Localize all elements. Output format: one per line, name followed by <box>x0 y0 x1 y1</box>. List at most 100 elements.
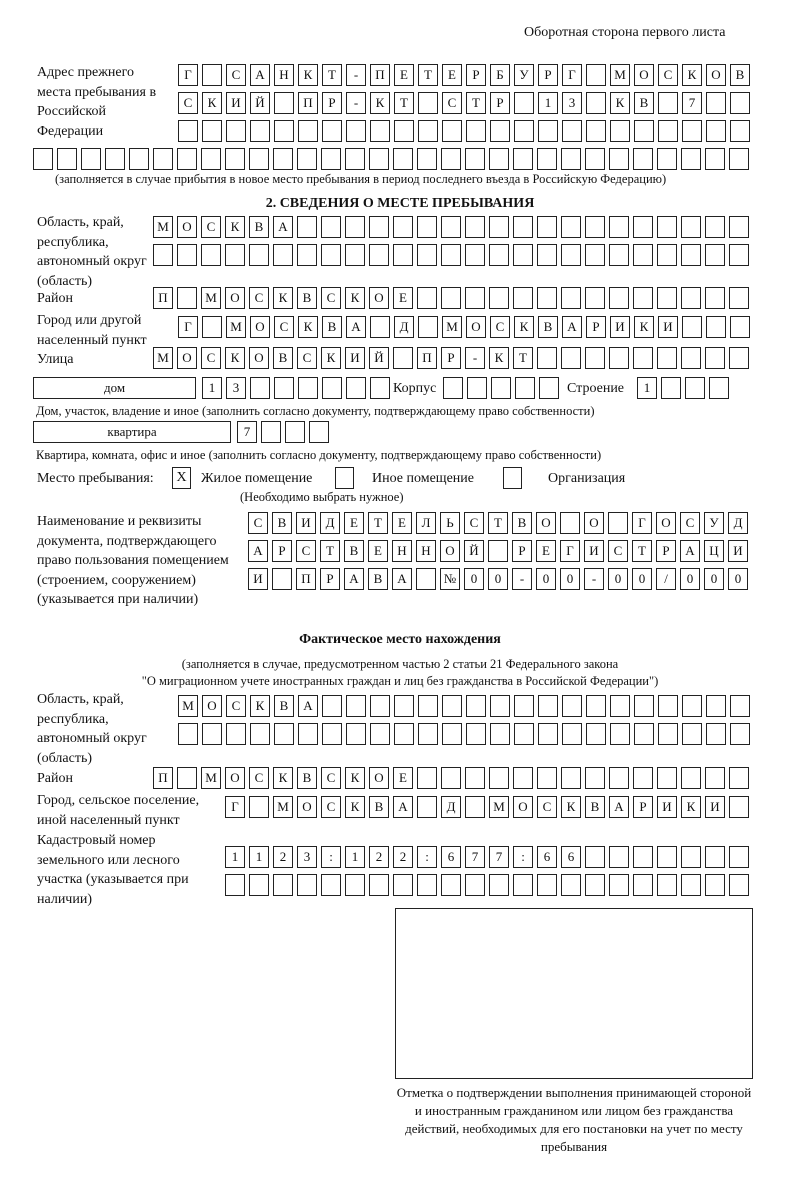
char-cell[interactable] <box>705 287 725 309</box>
char-cell[interactable] <box>465 216 485 238</box>
char-cell[interactable] <box>681 216 701 238</box>
char-cell[interactable] <box>105 148 125 170</box>
char-cell[interactable]: С <box>248 512 268 534</box>
house-type-field[interactable]: дом <box>33 377 196 399</box>
char-cell[interactable] <box>586 695 606 717</box>
char-cell[interactable] <box>177 287 197 309</box>
char-cell[interactable] <box>682 723 702 745</box>
char-cell[interactable] <box>249 148 269 170</box>
char-cell[interactable]: О <box>536 512 556 534</box>
char-cell[interactable] <box>321 148 341 170</box>
char-cell[interactable] <box>657 216 677 238</box>
char-cell[interactable]: С <box>249 767 269 789</box>
char-cell[interactable]: М <box>442 316 462 338</box>
char-cell[interactable] <box>369 244 389 266</box>
char-cell[interactable]: А <box>273 216 293 238</box>
char-cell[interactable] <box>225 874 245 896</box>
char-cell[interactable] <box>729 796 749 818</box>
char-cell[interactable] <box>249 796 269 818</box>
char-cell[interactable]: К <box>250 695 270 717</box>
char-cell[interactable] <box>394 695 414 717</box>
char-cell[interactable]: В <box>274 695 294 717</box>
char-cell[interactable] <box>537 767 557 789</box>
char-cell[interactable]: М <box>153 216 173 238</box>
char-cell[interactable]: И <box>584 540 604 562</box>
char-cell[interactable]: Т <box>632 540 652 562</box>
char-cell[interactable] <box>465 244 485 266</box>
char-cell[interactable] <box>681 347 701 369</box>
char-cell[interactable]: К <box>682 64 702 86</box>
char-cell[interactable]: - <box>512 568 532 590</box>
char-cell[interactable] <box>467 377 487 399</box>
char-cell[interactable]: Т <box>322 64 342 86</box>
char-cell[interactable]: С <box>297 347 317 369</box>
char-cell[interactable]: 1 <box>637 377 657 399</box>
char-cell[interactable] <box>658 723 678 745</box>
char-cell[interactable]: Р <box>320 568 340 590</box>
char-cell[interactable]: Т <box>418 64 438 86</box>
char-cell[interactable] <box>466 695 486 717</box>
char-cell[interactable] <box>273 244 293 266</box>
char-cell[interactable] <box>417 287 437 309</box>
char-cell[interactable] <box>249 244 269 266</box>
char-cell[interactable] <box>346 120 366 142</box>
char-cell[interactable]: Е <box>392 512 412 534</box>
char-cell[interactable] <box>706 120 726 142</box>
char-cell[interactable] <box>609 287 629 309</box>
char-cell[interactable]: В <box>369 796 389 818</box>
char-cell[interactable]: Р <box>441 347 461 369</box>
char-cell[interactable]: Р <box>272 540 292 562</box>
char-cell[interactable] <box>537 244 557 266</box>
char-cell[interactable] <box>309 421 329 443</box>
checkbox-organization[interactable] <box>503 467 522 489</box>
char-cell[interactable] <box>346 695 366 717</box>
char-cell[interactable]: 3 <box>562 92 582 114</box>
char-cell[interactable]: Т <box>513 347 533 369</box>
char-cell[interactable] <box>658 695 678 717</box>
char-cell[interactable] <box>297 244 317 266</box>
char-cell[interactable] <box>633 216 653 238</box>
char-cell[interactable]: Г <box>560 540 580 562</box>
char-cell[interactable] <box>729 244 749 266</box>
char-cell[interactable] <box>33 148 53 170</box>
char-cell[interactable]: Е <box>393 287 413 309</box>
char-cell[interactable]: О <box>466 316 486 338</box>
char-cell[interactable]: В <box>297 767 317 789</box>
char-cell[interactable] <box>633 287 653 309</box>
char-cell[interactable] <box>442 695 462 717</box>
char-cell[interactable]: 7 <box>682 92 702 114</box>
char-cell[interactable] <box>681 244 701 266</box>
char-cell[interactable] <box>202 64 222 86</box>
char-cell[interactable] <box>225 148 245 170</box>
char-cell[interactable]: Й <box>250 92 270 114</box>
char-cell[interactable] <box>490 723 510 745</box>
char-cell[interactable]: Е <box>393 767 413 789</box>
char-cell[interactable]: Д <box>441 796 461 818</box>
char-cell[interactable] <box>418 120 438 142</box>
char-cell[interactable] <box>489 216 509 238</box>
char-cell[interactable] <box>537 874 557 896</box>
char-cell[interactable] <box>585 148 605 170</box>
char-cell[interactable]: 7 <box>489 846 509 868</box>
char-cell[interactable] <box>561 148 581 170</box>
char-cell[interactable] <box>538 695 558 717</box>
char-cell[interactable] <box>441 874 461 896</box>
char-cell[interactable] <box>537 148 557 170</box>
char-cell[interactable]: Т <box>368 512 388 534</box>
char-cell[interactable]: Ц <box>704 540 724 562</box>
char-cell[interactable]: / <box>656 568 676 590</box>
char-cell[interactable] <box>441 244 461 266</box>
char-cell[interactable]: М <box>226 316 246 338</box>
char-cell[interactable] <box>514 92 534 114</box>
char-cell[interactable]: О <box>177 347 197 369</box>
char-cell[interactable]: А <box>298 695 318 717</box>
char-cell[interactable]: П <box>370 64 390 86</box>
char-cell[interactable] <box>393 216 413 238</box>
char-cell[interactable] <box>609 846 629 868</box>
char-cell[interactable]: И <box>248 568 268 590</box>
char-cell[interactable]: : <box>417 846 437 868</box>
char-cell[interactable] <box>730 316 750 338</box>
char-cell[interactable] <box>370 120 390 142</box>
char-cell[interactable] <box>634 723 654 745</box>
char-cell[interactable]: И <box>610 316 630 338</box>
